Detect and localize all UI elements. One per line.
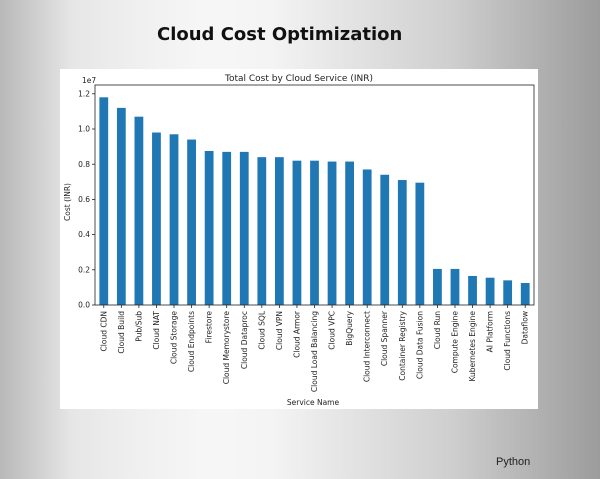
x-tick-label: Firestore — [205, 311, 214, 344]
chart-card: Total Cost by Cloud Service (INR) 1e7 Co… — [60, 69, 538, 409]
bar-19 — [433, 268, 442, 305]
bar-23 — [503, 280, 513, 305]
x-ticks-group: Cloud CDN Cloud Build Pub/Sub Cloud NAT Clou… — [99, 305, 530, 392]
x-tick-label: Dataflow — [521, 311, 530, 344]
y-tick-label: 0.8 — [78, 160, 90, 169]
x-tick-label: Cloud CDN — [99, 311, 108, 351]
x-tick-label: Cloud SQL — [257, 310, 266, 349]
x-tick-label: Cloud VPC — [328, 311, 337, 350]
bar-7 — [222, 151, 232, 305]
bar-24 — [520, 283, 530, 305]
x-tick-label: Cloud Interconnect — [363, 311, 372, 382]
x-tick-label: Cloud NAT — [152, 311, 161, 350]
x-tick-label: Cloud Memorystore — [222, 311, 231, 385]
bar-11 — [292, 160, 302, 305]
y-tick-label: 1.0 — [78, 125, 90, 134]
bar-12 — [310, 160, 319, 305]
y-tick-label: 1.2 — [78, 89, 90, 98]
y-tick-label: 0.4 — [78, 230, 90, 239]
chart-title: Total Cost by Cloud Service (INR) — [224, 74, 373, 84]
bar-15 — [362, 169, 372, 305]
bar-22 — [485, 277, 495, 305]
x-tick-label: Cloud Endpoints — [187, 311, 196, 372]
y-tick-label: 0.0 — [78, 301, 90, 310]
x-tick-label: Pub/Sub — [134, 311, 143, 342]
bar-21 — [468, 275, 477, 305]
x-tick-label: Cloud Functions — [503, 311, 512, 371]
x-tick-label: Cloud Dataproc — [240, 311, 249, 369]
y-ticks-group: 0.0 0.2 0.4 0.6 0.8 1.0 1.2 — [78, 89, 95, 310]
x-tick-label: Cloud VPN — [275, 311, 284, 350]
y-tick-label: 0.6 — [78, 195, 90, 204]
bar-5 — [187, 139, 196, 305]
bar-13 — [327, 161, 337, 305]
x-tick-label: AI Platform — [486, 311, 495, 352]
bars-group — [99, 97, 530, 306]
bar-20 — [450, 268, 460, 305]
x-tick-label: Cloud Armor — [292, 310, 301, 358]
x-tick-label: Kubernetes Engine — [468, 311, 477, 382]
bar-4 — [169, 134, 179, 305]
x-tick-label: Container Registry — [398, 310, 407, 380]
y-scale-label: 1e7 — [82, 76, 96, 85]
bar-10 — [274, 157, 284, 305]
bar-0 — [99, 97, 109, 305]
page-title: Cloud Cost Optimization — [157, 24, 403, 45]
x-tick-label: Cloud Data Fusion — [415, 311, 424, 379]
bar-6 — [204, 151, 214, 305]
x-tick-label: Cloud Build — [117, 311, 126, 354]
y-tick-label: 0.2 — [78, 265, 90, 274]
x-tick-label: BigQuery — [345, 310, 354, 345]
bar-14 — [345, 161, 355, 305]
bar-3 — [152, 132, 161, 305]
bar-1 — [116, 107, 126, 305]
bar-18 — [415, 182, 425, 305]
plot-frame — [94, 84, 535, 306]
x-tick-label: Cloud Load Balancing — [310, 311, 319, 392]
bar-9 — [257, 157, 267, 305]
x-tick-label: Cloud Storage — [170, 311, 179, 365]
x-tick-label: Cloud Run — [433, 311, 442, 349]
bar-chart: Total Cost by Cloud Service (INR) 1e7 Co… — [63, 74, 535, 407]
bar-16 — [380, 174, 390, 305]
bar-17 — [397, 180, 407, 305]
footer-label: Python — [496, 456, 531, 468]
bar-2 — [134, 116, 144, 306]
x-axis-label: Service Name — [287, 398, 340, 407]
x-tick-label: Compute Engine — [450, 311, 459, 374]
x-tick-label: Cloud Spanner — [380, 310, 389, 366]
bar-8 — [239, 151, 249, 305]
y-axis-label: Cost (INR) — [63, 183, 72, 221]
